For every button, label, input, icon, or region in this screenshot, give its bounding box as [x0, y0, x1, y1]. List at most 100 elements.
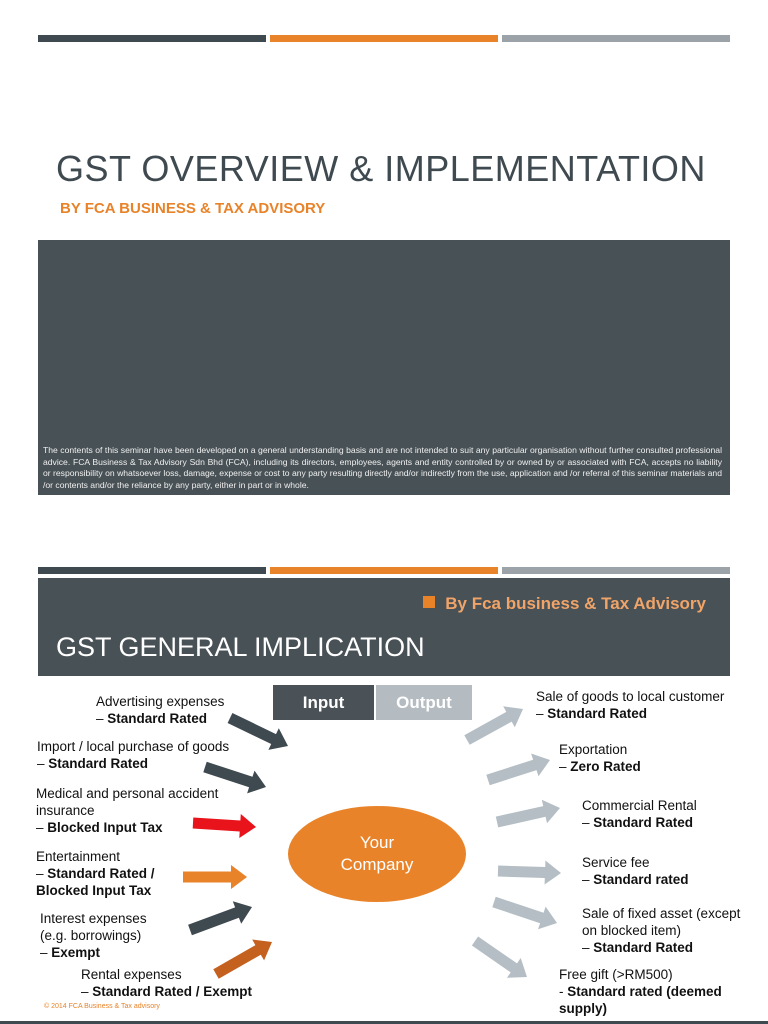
output-item-commercial-rental: Commercial Rental – Standard Rated [582, 797, 697, 831]
arrow-rental-icon [213, 939, 272, 979]
output-item-title: Exportation [559, 742, 628, 757]
output-item-rate: – Standard Rated [582, 814, 697, 831]
slide1-bar-dark [38, 35, 266, 42]
input-item-title: Rental expenses [81, 967, 182, 982]
output-item-rate: – Standard Rated [536, 705, 724, 722]
dash: – [36, 866, 48, 881]
input-item-rate: – Exempt [40, 944, 147, 961]
slide1-bar-orange [270, 35, 498, 42]
slide1-bar-gray [502, 35, 730, 42]
output-tab: Output [376, 685, 472, 720]
input-tab: Input [273, 685, 374, 720]
arrow-import-icon [203, 761, 266, 794]
output-item-sale-goods: Sale of goods to local customer – Standa… [536, 688, 724, 722]
output-item-fixed-asset: Sale of fixed asset (except on blocked i… [582, 905, 740, 956]
slide2-bar-gray [502, 567, 730, 574]
output-item-free-gift: Free gift (>RM500) - Standard rated (dee… [559, 966, 722, 1017]
disclaimer-text: The contents of this seminar have been d… [43, 445, 722, 490]
input-item-entertainment: Entertainment – Standard Rated / Blocked… [36, 848, 155, 899]
slide1-title: GST OVERVIEW & IMPLEMENTATION [56, 148, 706, 189]
dash: – [536, 706, 548, 721]
bottom-divider [0, 1021, 768, 1024]
arrow-sale-goods-icon [464, 706, 523, 745]
output-item-title: Sale of fixed asset (except [582, 906, 741, 921]
output-item-rate: – Standard rated [582, 871, 689, 888]
bullet-square-icon [423, 596, 436, 608]
rate-label: Zero Rated [570, 759, 641, 774]
slide2-title: GST GENERAL IMPLICATION [56, 632, 425, 662]
output-item-service-fee: Service fee – Standard rated [582, 854, 689, 888]
byline-text: By Fca business & Tax Advisory [445, 594, 706, 613]
output-item-title: Sale of goods to local customer [536, 689, 725, 704]
arrow-entertainment-icon [183, 865, 247, 889]
input-item-interest: Interest expenses (e.g. borrowings) – Ex… [40, 910, 147, 961]
dash: – [582, 872, 594, 887]
dash: – [36, 820, 48, 835]
rate-label: Standard Rated [593, 815, 694, 830]
arrow-medical-icon [192, 814, 256, 838]
output-item-rate-cont: supply) [559, 1000, 722, 1017]
rate-label: Blocked Input Tax [47, 820, 163, 835]
rate-label: Standard Rated [48, 756, 149, 771]
arrow-exportation-icon [486, 753, 550, 786]
arrow-free-gift-icon [471, 936, 527, 978]
output-item-title: Commercial Rental [582, 798, 697, 813]
input-item-rate: – Standard Rated / Exempt [81, 983, 252, 1000]
input-item-title: Interest expenses [40, 911, 147, 926]
output-item-rate: – Standard Rated [582, 939, 740, 956]
dash: – [96, 711, 108, 726]
slide1-subtitle: BY FCA BUSINESS & TAX ADVISORY [60, 200, 326, 217]
input-item-rate: – Standard Rated [37, 755, 229, 772]
slide2-byline: By Fca business & Tax Advisory [423, 594, 706, 614]
rate-label: Blocked Input Tax [36, 883, 152, 898]
center-line2: Company [340, 855, 414, 874]
arrow-commercial-rental-icon [495, 799, 560, 828]
arrow-fixed-asset-icon [492, 896, 557, 930]
input-item-rate: – Standard Rated / [36, 865, 155, 882]
your-company-ellipse: Your Company [288, 806, 466, 902]
rate-label: Standard rated (deemed [567, 984, 722, 999]
dash: – [37, 756, 49, 771]
rate-label: Standard Rated / [47, 866, 155, 881]
dash: - [559, 984, 568, 999]
input-item-rental: Rental expenses – Standard Rated / Exemp… [81, 966, 252, 1000]
arrow-interest-icon [188, 901, 252, 936]
input-item-title: Import / local purchase of goods [37, 739, 230, 754]
dash: – [40, 945, 52, 960]
dash: – [559, 759, 571, 774]
input-item-rate: – Standard Rated [96, 710, 224, 727]
dash: – [582, 815, 594, 830]
rate-label: supply) [559, 1001, 608, 1016]
output-item-exportation: Exportation – Zero Rated [559, 741, 641, 775]
rate-label: Standard rated [593, 872, 689, 887]
input-item-title-cont: (e.g. borrowings) [40, 928, 142, 943]
input-item-medical: Medical and personal accident insurance … [36, 785, 218, 836]
rate-label: Standard Rated [547, 706, 648, 721]
your-company-label: Your Company [341, 832, 414, 876]
output-item-rate: – Zero Rated [559, 758, 641, 775]
input-item-import: Import / local purchase of goods – Stand… [37, 738, 229, 772]
dash: – [81, 984, 93, 999]
output-item-title: Free gift (>RM500) [559, 967, 673, 982]
input-item-title: Entertainment [36, 849, 121, 864]
dash: – [582, 940, 594, 955]
rate-label: Standard Rated [107, 711, 208, 726]
rate-label: Standard Rated [593, 940, 694, 955]
slide2-bar-orange [270, 567, 498, 574]
slide2-bar-dark [38, 567, 266, 574]
slide2-header: By Fca business & Tax Advisory GST GENER… [38, 578, 730, 676]
input-item-title: Advertising expenses [96, 694, 225, 709]
footer-copyright: © 2014 FCA Business & Tax advisory [44, 1003, 160, 1010]
input-item-rate: – Blocked Input Tax [36, 819, 218, 836]
input-item-title-cont: insurance [36, 803, 95, 818]
arrow-service-fee-icon [497, 860, 561, 885]
center-line1: Your [359, 833, 395, 852]
rate-label: Exempt [51, 945, 101, 960]
output-item-rate: - Standard rated (deemed [559, 983, 722, 1000]
input-item-advertising: Advertising expenses – Standard Rated [96, 693, 224, 727]
slide1-panel: The contents of this seminar have been d… [38, 240, 730, 495]
output-item-title-cont: on blocked item) [582, 923, 682, 938]
arrow-advertising-icon [227, 713, 288, 750]
input-item-rate-cont: Blocked Input Tax [36, 882, 155, 899]
